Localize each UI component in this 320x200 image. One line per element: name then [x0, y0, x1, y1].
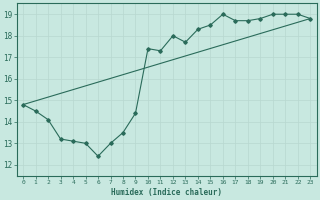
X-axis label: Humidex (Indice chaleur): Humidex (Indice chaleur)	[111, 188, 222, 197]
